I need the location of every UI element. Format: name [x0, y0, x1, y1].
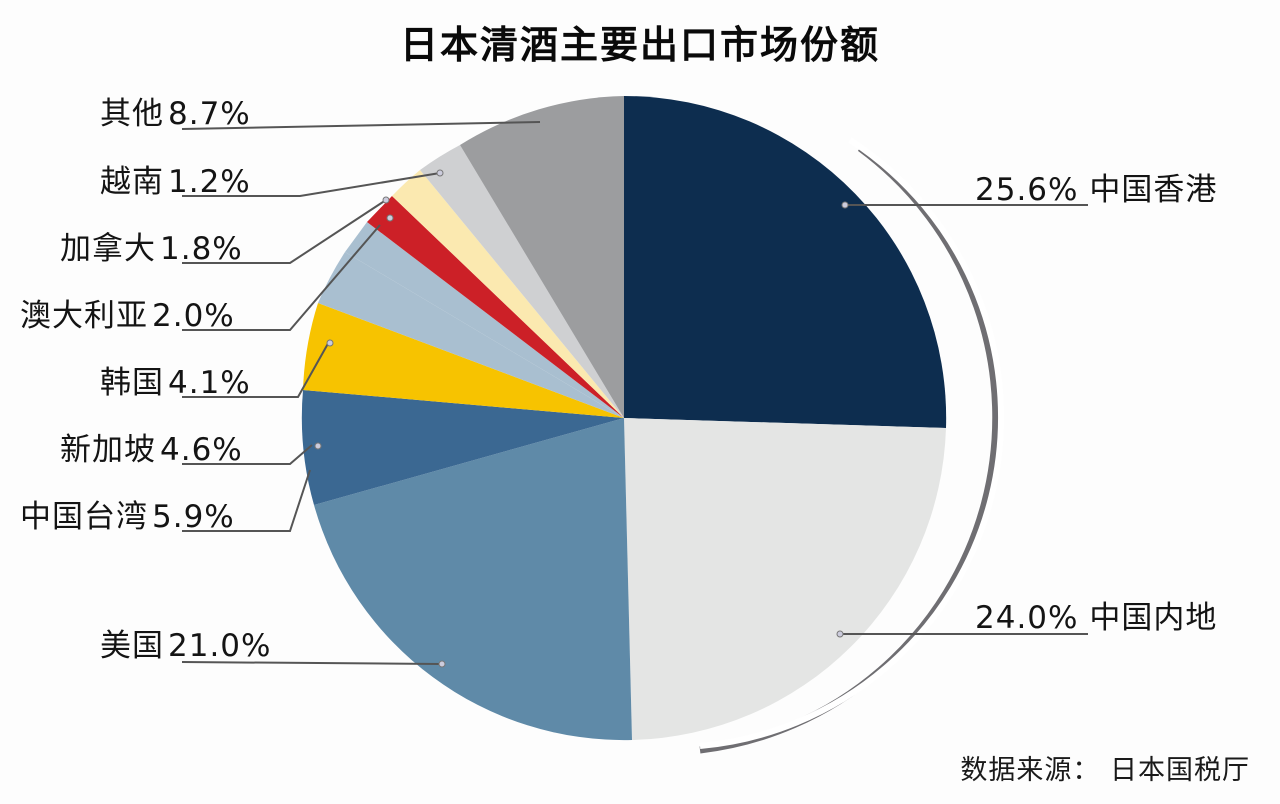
label-name: 新加坡	[60, 432, 156, 468]
label-vietnam: 越南 1.2%	[100, 156, 251, 201]
label-taiwan: 中国台湾 5.9%	[20, 491, 235, 536]
label-value: 2.0%	[152, 298, 235, 334]
label-name: 中国内地	[1089, 600, 1218, 636]
slice-canada	[367, 196, 624, 418]
label-name: 美国	[100, 628, 164, 664]
label-name: 韩国	[100, 365, 164, 401]
label-value: 25.6%	[975, 172, 1079, 208]
slice-taiwan	[301, 390, 624, 505]
label-others: 其他 8.7%	[100, 88, 251, 133]
label-name: 越南	[100, 164, 164, 200]
slice-gray-light	[420, 145, 624, 418]
label-value: 1.8%	[160, 231, 243, 267]
label-value: 1.2%	[168, 164, 251, 200]
slice-australia	[345, 222, 624, 418]
label-name: 澳大利亚	[20, 298, 148, 334]
label-canada: 加拿大 1.8%	[60, 223, 243, 268]
label-value: 4.1%	[168, 365, 251, 401]
slice-usa	[314, 418, 632, 741]
label-value: 8.7%	[168, 96, 251, 132]
slice-others	[460, 96, 624, 418]
slice-vietnam	[392, 170, 624, 418]
slice-korea	[318, 252, 624, 418]
chart-title: 日本清酒主要出口市场份额	[399, 23, 880, 67]
label-korea: 韩国 4.1%	[100, 357, 251, 402]
label-hongkong: 25.6% 中国香港	[975, 164, 1217, 209]
label-usa: 美国 21.0%	[100, 620, 271, 665]
label-name: 中国香港	[1089, 172, 1218, 208]
slice-singapore	[303, 303, 624, 418]
label-name: 中国台湾	[20, 499, 148, 535]
slice-hongkong	[624, 95, 947, 428]
label-mainland: 24.0% 中国内地	[975, 592, 1217, 637]
label-name: 其他	[100, 96, 164, 132]
slice-mainland	[624, 418, 946, 740]
label-value: 21.0%	[168, 628, 272, 664]
label-value: 4.6%	[160, 432, 243, 468]
label-singapore: 新加坡 4.6%	[60, 424, 243, 469]
data-source: 数据来源： 日本国税厅	[960, 755, 1250, 786]
label-australia: 澳大利亚 2.0%	[20, 290, 235, 335]
label-value: 5.9%	[152, 499, 235, 535]
label-name: 加拿大	[60, 231, 156, 267]
label-value: 24.0%	[975, 600, 1079, 636]
